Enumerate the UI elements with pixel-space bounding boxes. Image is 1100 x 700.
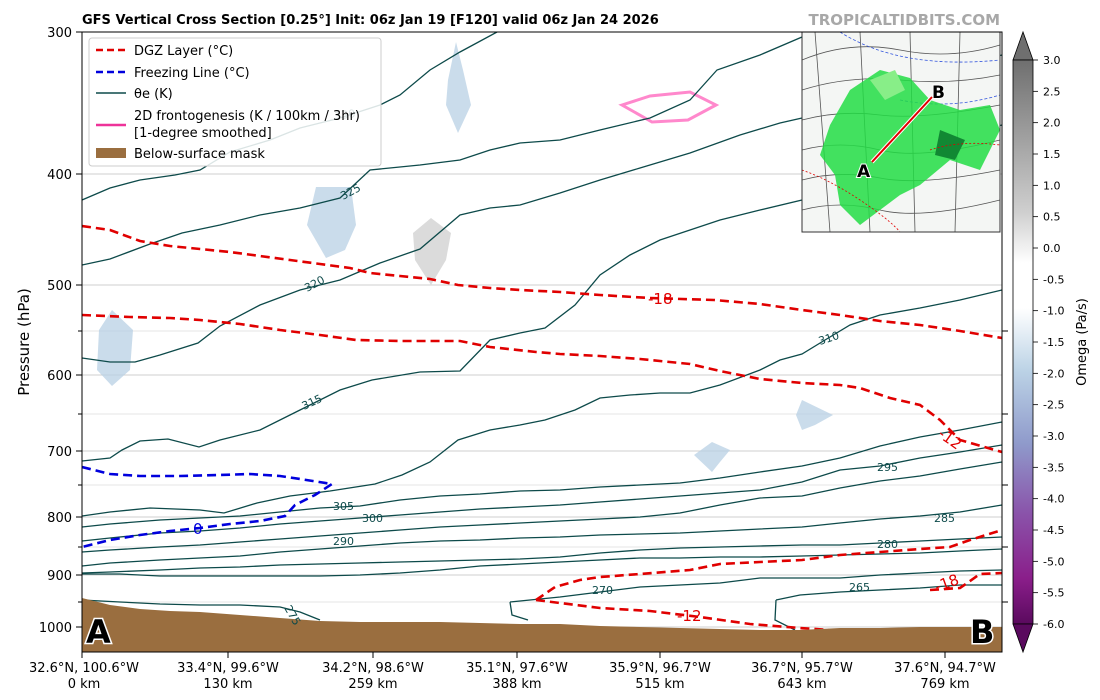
x-tick-coord: 33.4°N, 99.6°W — [177, 661, 279, 676]
colorbar-tick-label: -4.5 — [1043, 524, 1064, 537]
y-axis-label: Pressure (hPa) — [15, 288, 33, 396]
inset-map: A B — [801, 31, 1001, 233]
colorbar-min-extend — [1012, 623, 1034, 654]
colorbar-tick-label: -6.0 — [1043, 618, 1064, 631]
legend-swatch — [96, 148, 126, 158]
plot-frame — [81, 31, 1003, 653]
x-tick-coord: 35.9°N, 96.7°W — [609, 661, 711, 676]
dgz-lines — [82, 224, 1002, 632]
y-tick-label: 800 — [47, 511, 72, 526]
ascent-area — [446, 42, 471, 133]
colorbar-tick-label: 0.0 — [1043, 242, 1061, 255]
colorbar-tick-label: -1.0 — [1043, 305, 1064, 318]
theta-e-label: 285 — [934, 512, 955, 525]
theta-e-label: 295 — [877, 461, 898, 474]
x-tick-coord: 34.2°N, 98.6°W — [322, 661, 424, 676]
descent-area — [413, 218, 451, 285]
y-tick-label: 500 — [47, 279, 72, 294]
x-tick-dist: 259 km — [348, 677, 397, 692]
ascent-area — [694, 442, 730, 472]
theta-e-label: 270 — [592, 584, 613, 597]
theta-e-label: 280 — [877, 538, 898, 551]
frontogenesis-contour — [618, 90, 720, 124]
x-tick-dist: 769 km — [920, 677, 969, 692]
theta-e-label: 310 — [817, 329, 841, 348]
colorbar-tick-label: -2.5 — [1043, 399, 1064, 412]
colorbar: 3.0 2.5 2.0 1.5 1.0 0.5 0.0 -0.5 -1.0 -1.5 -2.0 -2.… — [1012, 30, 1090, 654]
theta-e-label: 290 — [333, 535, 354, 548]
watermark: TROPICALTIDBITS.COM — [809, 11, 1001, 29]
freezing-label: 0 — [193, 520, 203, 538]
inset-label-b: B — [932, 83, 945, 103]
colorbar-tick-label: 2.5 — [1043, 85, 1061, 98]
ascent-area — [796, 400, 833, 430]
theta-e-label: 305 — [333, 500, 354, 513]
y-tick-label: 1000 — [39, 621, 72, 636]
colorbar-tick-label: -1.5 — [1043, 336, 1064, 349]
colorbar-bar — [1012, 59, 1034, 625]
colorbar-label: Omega (Pa/s) — [1075, 298, 1090, 386]
gridlines — [82, 173, 1002, 628]
x-tick-dist: 515 km — [635, 677, 684, 692]
colorbar-tick-label: -3.5 — [1043, 461, 1064, 474]
legend-box — [88, 37, 382, 167]
inset-label-a: A — [857, 162, 871, 182]
y-tick-label: 900 — [47, 569, 72, 584]
legend-label: Below-surface mask — [134, 147, 265, 162]
ascent-area — [307, 187, 356, 258]
colorbar-tick-label: -2.0 — [1043, 367, 1064, 380]
dgz-labels: -18 -12 -12 -18 0 — [193, 290, 965, 625]
x-tick-coord: 35.1°N, 97.6°W — [466, 661, 568, 676]
x-tick-coord: 37.6°N, 94.7°W — [894, 661, 996, 676]
x-axis: 32.6°N, 100.6°W 0 km 33.4°N, 99.6°W 130 … — [29, 652, 996, 692]
x-tick-coord: 32.6°N, 100.6°W — [29, 661, 139, 676]
ascent-area — [97, 310, 133, 386]
dgz-label: -12 — [677, 607, 702, 625]
colorbar-tick-label: 3.0 — [1043, 54, 1061, 67]
colorbar-tick-label: 2.0 — [1043, 117, 1061, 130]
colorbar-ticks: 3.0 2.5 2.0 1.5 1.0 0.5 0.0 -0.5 -1.0 -1.5 -2.0 -2.… — [1033, 54, 1064, 631]
colorbar-tick-label: -0.5 — [1043, 273, 1064, 286]
y-axis: 300 400 500 600 700 800 900 1000 Pressur… — [15, 26, 1008, 636]
legend-label: θe (K) — [134, 87, 173, 102]
x-tick-coord: 36.7°N, 95.7°W — [751, 661, 853, 676]
legend-label: DGZ Layer (°C) — [134, 44, 233, 59]
y-tick-label: 600 — [47, 369, 72, 384]
x-tick-dist: 388 km — [492, 677, 541, 692]
colorbar-tick-label: -5.5 — [1043, 587, 1064, 600]
section-label-a: A — [86, 613, 111, 651]
legend-label: 2D frontogenesis (K / 100km / 3hr) — [134, 109, 360, 124]
legend-label: Freezing Line (°C) — [134, 66, 250, 81]
x-tick-dist: 643 km — [777, 677, 826, 692]
colorbar-tick-label: 1.0 — [1043, 179, 1061, 192]
y-tick-label: 300 — [47, 26, 72, 41]
theta-e-label: 300 — [362, 512, 383, 525]
y-tick-label: 400 — [47, 168, 72, 183]
colorbar-tick-label: -5.0 — [1043, 555, 1064, 568]
colorbar-tick-label: -4.0 — [1043, 493, 1064, 506]
colorbar-tick-label: -3.0 — [1043, 430, 1064, 443]
colorbar-max-extend — [1012, 30, 1034, 61]
legend-label: [1-degree smoothed] — [134, 126, 272, 141]
y-tick-label: 700 — [47, 445, 72, 460]
omega-shading — [97, 42, 833, 472]
below-surface-mask — [82, 598, 1002, 652]
x-tick-dist: 0 km — [68, 677, 101, 692]
colorbar-tick-label: 1.5 — [1043, 148, 1061, 161]
freezing-line — [82, 465, 336, 549]
chart-title: GFS Vertical Cross Section [0.25°] Init:… — [82, 13, 659, 28]
dgz-label: -18 — [648, 290, 673, 308]
section-label-b: B — [970, 613, 994, 651]
x-tick-dist: 130 km — [203, 677, 252, 692]
colorbar-tick-label: 0.5 — [1043, 211, 1061, 224]
theta-e-label: 265 — [849, 581, 870, 594]
legend: DGZ Layer (°C) Freezing Line (°C) θe (K)… — [88, 37, 382, 167]
